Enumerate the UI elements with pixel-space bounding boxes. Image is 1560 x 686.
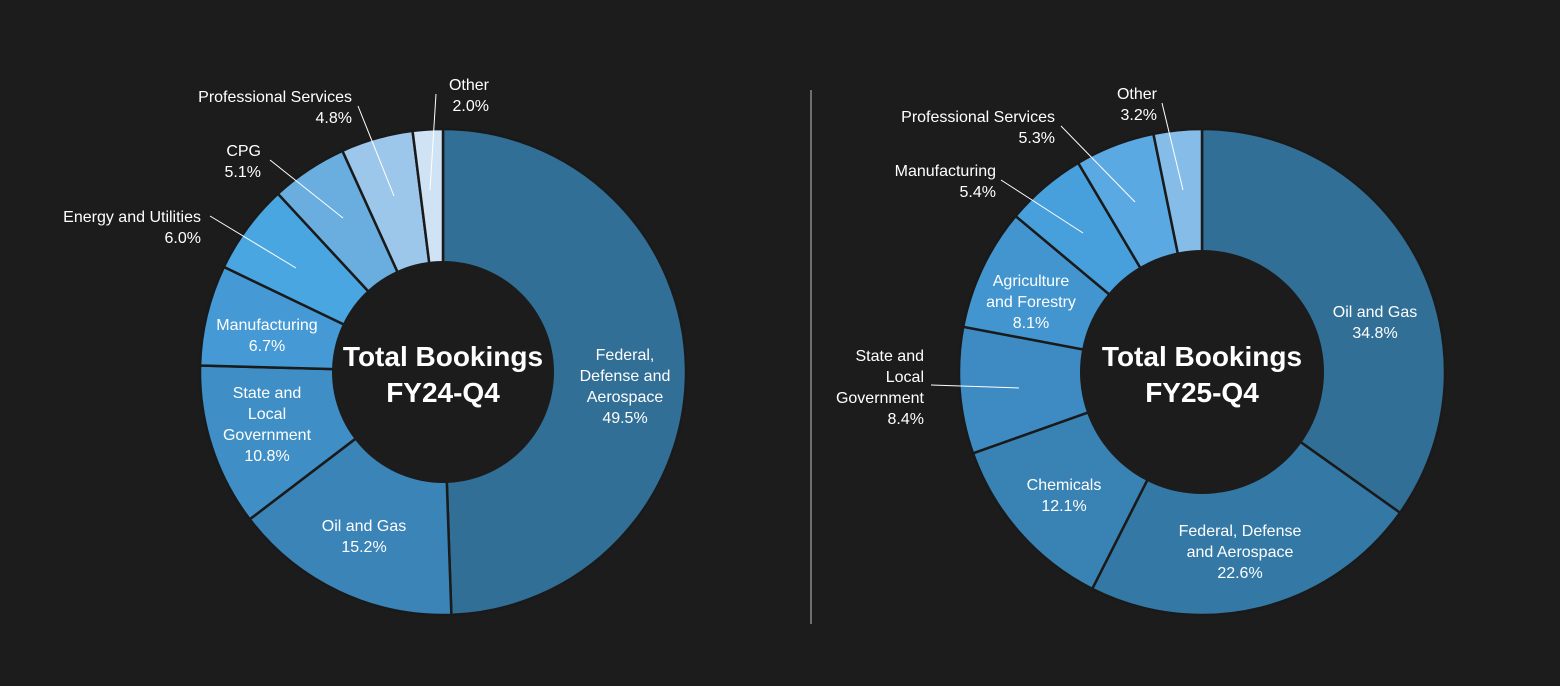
slice-label-line: 5.1%: [225, 164, 261, 181]
slice-label-fy24-manufacturing: Manufacturing 6.7%: [216, 317, 317, 355]
slice-fy25-oil-and-gas: [1200, 127, 1447, 515]
slice-label-line: 3.2%: [1121, 107, 1157, 124]
slice-label-fy24-other: Other 2.0%: [449, 77, 490, 115]
slice-label-line: Other: [1117, 86, 1158, 103]
slice-label-line: 22.6%: [1217, 565, 1262, 582]
slice-label-line: Local: [248, 406, 286, 423]
slice-label-line: Energy and Utilities: [63, 209, 201, 226]
slice-label-line: Government: [836, 390, 925, 407]
donut-chart-fy25: Total Bookings FY25-Q4 Oil and Gas 34.8% Fed…: [836, 86, 1447, 617]
leader-line-fy24-cpg: [269, 159, 344, 219]
slice-label-fy25-chemicals: Chemicals 12.1%: [1027, 477, 1102, 515]
slice-label-fy24-federal-defense-and-aerospace: Federal, Defense and Aerospace 49.5%: [580, 347, 671, 427]
leader-line-fy25-state-and-local-government: [930, 384, 1020, 389]
slice-label-fy24-cpg: CPG 5.1%: [225, 143, 261, 181]
slice-label-line: 15.2%: [341, 539, 386, 556]
slice-label-line: 5.4%: [960, 184, 996, 201]
slice-label-line: Defense and: [580, 368, 671, 385]
slice-fy25-federal-defense-and-aerospace: [1090, 370, 1402, 617]
slice-label-fy24-oil-and-gas: Oil and Gas 15.2%: [322, 518, 406, 556]
leader-line-fy25-other: [1161, 102, 1184, 191]
slice-label-line: Agriculture: [993, 273, 1070, 290]
slice-label-line: 12.1%: [1041, 498, 1086, 515]
slice-label-line: 8.1%: [1013, 315, 1049, 332]
slice-label-line: 5.3%: [1019, 130, 1055, 147]
slice-label-line: 4.8%: [316, 110, 352, 127]
slice-label-fy25-agriculture-and-forestry: Agriculture and Forestry 8.1%: [986, 273, 1076, 332]
slice-label-line: and Aerospace: [1187, 544, 1294, 561]
slice-label-line: Professional Services: [901, 109, 1055, 126]
slice-fy25-state-and-local-government: [957, 325, 1207, 455]
slice-label-line: Other: [449, 77, 490, 94]
slice-label-fy25-other: Other 3.2%: [1117, 86, 1158, 124]
slice-label-line: Chemicals: [1027, 477, 1102, 494]
slice-label-line: Federal,: [596, 347, 655, 364]
center-title-fy25-line-1: Total Bookings: [1102, 341, 1302, 372]
slice-label-line: 6.7%: [249, 338, 285, 355]
slice-label-line: Manufacturing: [895, 163, 996, 180]
slice-label-line: State and: [233, 385, 302, 402]
slice-label-line: CPG: [226, 143, 261, 160]
slice-label-line: Oil and Gas: [1333, 304, 1417, 321]
slice-label-line: 2.0%: [453, 98, 489, 115]
slice-label-line: and Forestry: [986, 294, 1076, 311]
leader-line-fy25-professional-services: [1060, 125, 1136, 203]
slice-label-line: 49.5%: [602, 410, 647, 427]
slice-label-line: Manufacturing: [216, 317, 317, 334]
donut-chart-fy24: Total Bookings FY24-Q4 Federal, Defense and…: [63, 77, 688, 617]
slice-label-fy25-professional-services: Professional Services 5.3%: [901, 109, 1055, 147]
slice-label-line: Federal, Defense: [1179, 523, 1302, 540]
donut-hole-fy24: [332, 261, 554, 483]
slice-label-fy24-professional-services: Professional Services 4.8%: [198, 89, 352, 127]
slice-label-line: 6.0%: [165, 230, 201, 247]
slice-label-line: 34.8%: [1352, 325, 1397, 342]
slice-label-fy25-oil-and-gas: Oil and Gas 34.8%: [1333, 304, 1417, 342]
slice-label-line: Professional Services: [198, 89, 352, 106]
slice-label-fy25-state-and-local-government: State and Local Government 8.4%: [836, 348, 925, 428]
leader-line-fy25-manufacturing: [1000, 179, 1084, 234]
slice-label-line: Aerospace: [587, 389, 664, 406]
leader-line-fy24-professional-services: [357, 105, 395, 197]
slice-label-line: Oil and Gas: [322, 518, 406, 535]
slice-label-fy24-energy-and-utilities: Energy and Utilities 6.0%: [63, 209, 201, 247]
leader-line-fy24-other: [429, 93, 437, 191]
slice-label-fy24-state-and-local-government: State and Local Government 10.8%: [223, 385, 312, 465]
slice-label-fy25-manufacturing: Manufacturing 5.4%: [895, 163, 996, 201]
slice-label-line: State and: [856, 348, 925, 365]
slice-label-line: 10.8%: [244, 448, 289, 465]
slice-label-line: Government: [223, 427, 312, 444]
donut-hole-fy25: [1080, 250, 1324, 494]
center-title-fy25-line-2: FY25-Q4: [1145, 377, 1259, 408]
center-title-fy24-line-2: FY24-Q4: [386, 377, 500, 408]
leader-line-fy24-energy-and-utilities: [209, 215, 297, 269]
slice-label-line: Local: [886, 369, 924, 386]
slice-label-fy25-federal-defense-and-aerospace: Federal, Defense and Aerospace 22.6%: [1179, 523, 1302, 582]
center-title-fy24-line-1: Total Bookings: [343, 341, 543, 372]
slice-label-line: 8.4%: [888, 411, 924, 428]
slice-fy24-federal-defense-and-aerospace: [441, 127, 688, 617]
